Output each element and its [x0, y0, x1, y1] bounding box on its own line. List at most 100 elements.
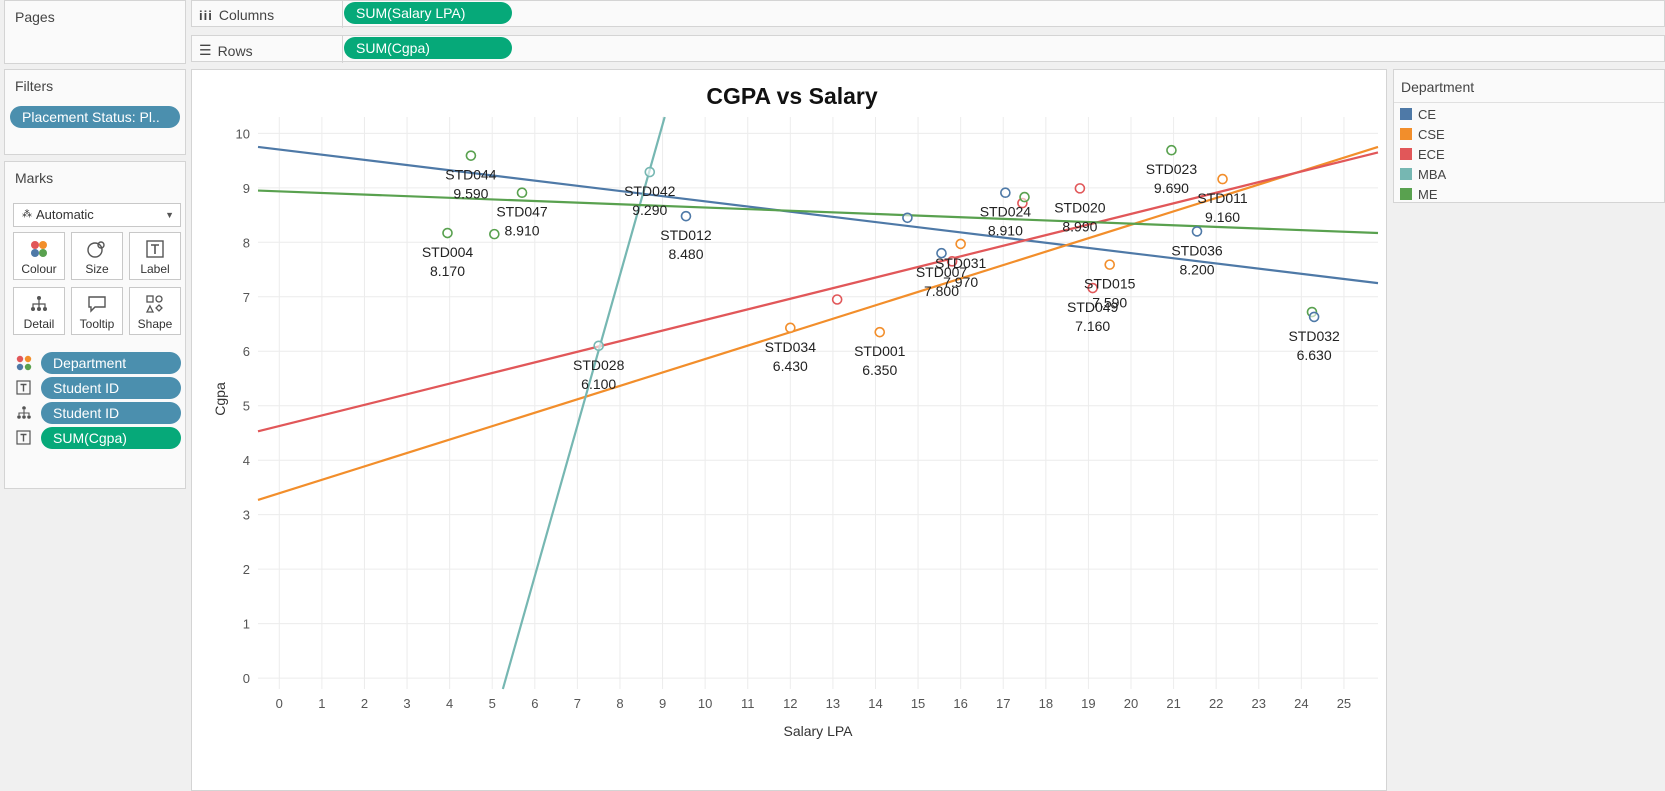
legend-label: MBA	[1418, 166, 1447, 182]
trend-line-cse	[257, 145, 1379, 502]
legend-item-mba[interactable]: MBA	[1400, 165, 1446, 183]
size-button[interactable]: Size	[71, 232, 123, 280]
legend-swatch	[1400, 168, 1412, 180]
point-label-id: STD007	[916, 264, 968, 280]
colour-button[interactable]: Colour	[13, 232, 65, 280]
tooltip-label: Tooltip	[79, 317, 115, 331]
shelf-divider	[342, 1, 343, 28]
mark-field-student-id-detail[interactable]: Student ID	[13, 401, 183, 425]
data-point	[946, 256, 958, 267]
point-label-id: STD023	[1146, 161, 1198, 177]
data-point	[1087, 282, 1098, 294]
x-tick-label: 25	[1337, 696, 1351, 711]
columns-shelf[interactable]: iii Columns SUM(Salary LPA)	[191, 0, 1665, 28]
x-tick-label: 1	[318, 696, 325, 711]
legend-item-ece[interactable]: ECE	[1400, 145, 1445, 163]
detail-label: Detail	[23, 317, 55, 331]
point-label-id: STD036	[1171, 242, 1223, 258]
mark-field-student-id-label[interactable]: Student ID	[13, 376, 183, 400]
mark-field-sum-cgpa[interactable]: SUM(Cgpa)	[13, 426, 183, 450]
data-point	[593, 340, 604, 352]
y-tick-label: 8	[243, 235, 250, 250]
x-tick-label: 15	[911, 696, 925, 711]
y-tick-label: 6	[243, 344, 250, 359]
data-point	[465, 150, 477, 161]
legend-swatch	[1400, 128, 1412, 140]
pages-card[interactable]: Pages	[4, 0, 186, 64]
columns-pill[interactable]: SUM(Salary LPA)	[344, 2, 512, 24]
y-tick-label: 9	[243, 181, 250, 196]
detail-icon	[15, 404, 33, 422]
x-tick-label: 11	[741, 696, 755, 711]
x-tick-label: 3	[403, 696, 410, 711]
chevron-down-icon: ▼	[165, 210, 174, 220]
legend-item-me[interactable]: ME	[1400, 185, 1438, 203]
student-id-detail-pill[interactable]: Student ID	[41, 402, 181, 424]
x-tick-label: 5	[489, 696, 496, 711]
x-tick-label: 18	[1039, 696, 1053, 711]
data-point	[1104, 259, 1116, 270]
department-pill[interactable]: Department	[41, 352, 181, 374]
columns-shelf-label-wrap: iii Columns	[199, 7, 274, 23]
label-icon	[130, 238, 180, 260]
rows-pill[interactable]: SUM(Cgpa)	[344, 37, 512, 59]
shape-label: Shape	[137, 317, 173, 331]
legend-item-cse[interactable]: CSE	[1400, 125, 1445, 143]
x-tick-label: 17	[996, 696, 1010, 711]
sum-cgpa-pill[interactable]: SUM(Cgpa)	[41, 427, 181, 449]
rows-shelf-label-wrap: ☰ Rows	[199, 42, 253, 59]
legend-swatch	[1400, 148, 1412, 160]
size-label: Size	[85, 262, 109, 276]
mark-type-dropdown[interactable]: ⁂ Automatic ▼	[13, 203, 181, 227]
scatter-chart[interactable]: STD044 9.590 STD047 8.910 STD004 8.170 STD042 9…	[192, 70, 1386, 790]
trend-lines	[257, 116, 1379, 690]
point-label-id: STD004	[422, 244, 474, 260]
filters-card[interactable]: Filters Placement Status: Pl..	[4, 69, 186, 155]
point-label-value: 7.590	[1092, 295, 1127, 311]
filter-pill-placement-status[interactable]: Placement Status: Pl..	[10, 106, 180, 128]
shelf-divider	[342, 36, 343, 63]
point-label-value: 7.970	[943, 274, 978, 290]
point-label-id: STD044	[445, 167, 497, 183]
x-axis-ticks: 0 1 2 3 4 5 6 7 8 9 10 11 12 13 14 15 16 17 18 19 20 21 22 23 24…	[276, 696, 1351, 711]
data-point	[785, 322, 796, 334]
tooltip-button[interactable]: Tooltip	[71, 287, 123, 335]
point-labels: STD044 9.590 STD047 8.910 STD004 8.170 STD042 9…	[422, 161, 1340, 392]
x-tick-label: 14	[868, 696, 882, 711]
marks-card[interactable]: Marks ⁂ Automatic ▼ Colour Size Label De…	[4, 161, 186, 489]
rows-shelf[interactable]: ☰ Rows SUM(Cgpa)	[191, 35, 1665, 63]
trend-line-me	[257, 189, 1379, 235]
data-point	[442, 227, 453, 239]
x-tick-label: 16	[953, 696, 967, 711]
detail-button[interactable]: Detail	[13, 287, 65, 335]
point-label-id: STD024	[980, 204, 1032, 220]
label-label: Label	[140, 262, 170, 276]
shape-button[interactable]: Shape	[129, 287, 181, 335]
x-tick-label: 10	[698, 696, 712, 711]
point-label-value: 8.910	[988, 223, 1023, 239]
data-point	[1074, 183, 1086, 194]
department-legend[interactable]: Department CE CSE ECE MBA ME	[1393, 69, 1665, 203]
mark-type-value: Automatic	[36, 207, 94, 222]
student-id-label-pill[interactable]: Student ID	[41, 377, 181, 399]
chart-view[interactable]: STD044 9.590 STD047 8.910 STD004 8.170 STD042 9…	[191, 69, 1387, 791]
data-point	[489, 228, 500, 240]
point-label-id: STD015	[1084, 276, 1136, 292]
shape-icon	[130, 293, 180, 315]
x-tick-label: 19	[1081, 696, 1095, 711]
mark-field-department[interactable]: Department	[13, 351, 183, 375]
legend-label: CSE	[1418, 126, 1445, 142]
data-point	[1019, 191, 1030, 203]
y-tick-label: 5	[243, 399, 250, 414]
chart-title: CGPA vs Salary	[706, 83, 878, 109]
filters-title: Filters	[15, 78, 54, 94]
x-tick-label: 20	[1124, 696, 1138, 711]
x-tick-label: 4	[446, 696, 453, 711]
legend-header: Department	[1394, 70, 1664, 103]
label-button[interactable]: Label	[129, 232, 181, 280]
y-tick-label: 1	[243, 617, 250, 632]
data-point	[902, 212, 913, 224]
y-tick-label: 10	[236, 126, 250, 141]
x-axis-title: Salary LPA	[784, 723, 854, 739]
legend-item-ce[interactable]: CE	[1400, 105, 1436, 123]
